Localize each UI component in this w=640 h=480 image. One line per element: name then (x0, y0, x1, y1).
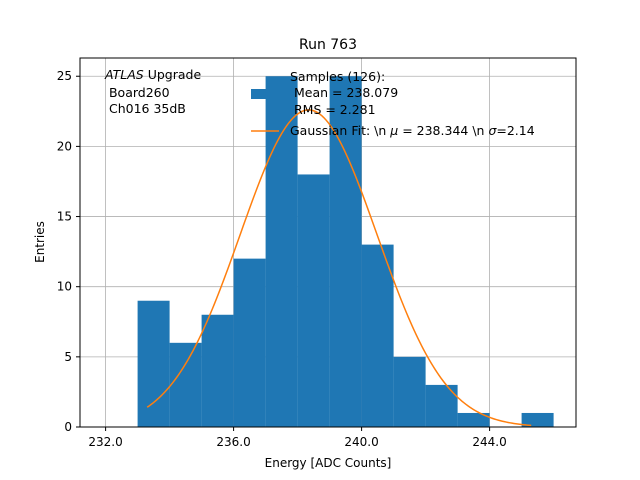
histogram-bar (297, 174, 330, 427)
legend-fit-mu: μ (389, 123, 398, 138)
plot-frame (79, 57, 577, 428)
y-tick-label: 0 (64, 420, 72, 434)
svg-text:ATLAS Upgrade: ATLAS Upgrade (104, 67, 201, 82)
x-axis-label: Energy [ADC Counts] (265, 456, 392, 470)
gaussian-fit-curve (146, 109, 532, 427)
legend-fit-text-b: = 238.344 \n (398, 123, 488, 138)
histogram-bars (137, 76, 554, 428)
x-tick-label: 236.0 (216, 435, 250, 449)
legend-samples-rms: RMS = 2.281 (290, 102, 376, 117)
histogram-bar (169, 342, 202, 427)
legend-samples-swatch (251, 89, 279, 99)
chart-title: Run 763 (299, 37, 357, 53)
y-tick-label: 5 (64, 350, 72, 364)
histogram-bar (393, 356, 426, 427)
legend-fit-text-a: Gaussian Fit: \n (290, 123, 390, 138)
histogram-bar (361, 244, 394, 427)
legend-fit-sigma: σ (488, 123, 497, 138)
histogram-bar (137, 300, 170, 427)
histogram-bar (521, 412, 554, 427)
legend-samples-title: Samples (126): (290, 69, 385, 84)
legend-fit-text-c: =2.14 (496, 123, 534, 138)
y-axis-ticks: 0 5 10 15 20 25 (57, 69, 80, 434)
y-tick-label: 10 (57, 280, 72, 294)
y-tick-label: 15 (57, 210, 72, 224)
x-tick-label: 232.0 (88, 435, 122, 449)
histogram-bar (233, 258, 266, 427)
atlas-annotation: ATLAS Upgrade Board260 Ch016 35dB (104, 67, 201, 116)
histogram-bar (425, 384, 458, 427)
x-axis-ticks: 232.0 236.0 240.0 244.0 (88, 427, 507, 449)
x-tick-label: 244.0 (472, 435, 506, 449)
channel-label: Ch016 35dB (105, 101, 186, 116)
y-tick-label: 20 (57, 139, 72, 153)
fit-line (146, 109, 532, 427)
histogram-bar (329, 76, 362, 428)
legend: Samples (126): Mean = 238.079 RMS = 2.28… (251, 69, 535, 138)
atlas-label: ATLAS (104, 67, 144, 82)
histogram-bar (457, 412, 490, 427)
board-label: Board260 (105, 85, 170, 100)
upgrade-label: Upgrade (144, 67, 202, 82)
legend-samples-mean: Mean = 238.079 (290, 85, 398, 100)
legend-fit-label: Gaussian Fit: \n μ = 238.344 \n σ=2.14 (290, 123, 535, 138)
y-tick-label: 25 (57, 69, 72, 83)
y-axis-label: Entries (33, 221, 47, 263)
x-tick-label: 240.0 (344, 435, 378, 449)
histogram-bar (201, 314, 234, 427)
